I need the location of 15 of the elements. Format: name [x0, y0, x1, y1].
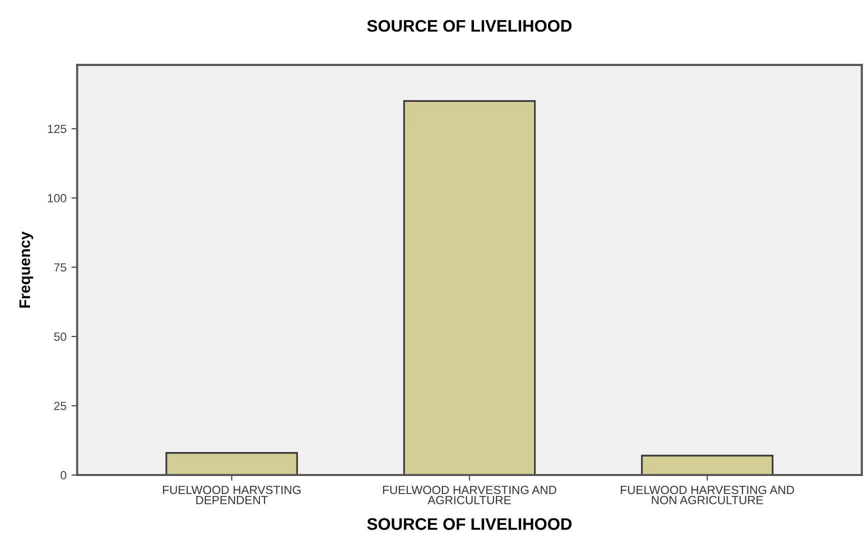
y-tick-label: 25	[54, 402, 66, 410]
y-axis-title: Frequency	[19, 231, 34, 308]
y-tick-label: 125	[48, 124, 66, 134]
bar	[403, 100, 536, 476]
y-tick-label: 100	[48, 194, 66, 202]
bar	[641, 454, 774, 476]
y-tick-label: 75	[54, 263, 66, 272]
x-axis-title: SOURCE OF LIVELIHOOD	[367, 518, 572, 530]
bar	[165, 452, 298, 476]
x-tick-label: FUELWOOD HARVSTING DEPENDENT	[163, 486, 300, 504]
x-tick-label: FUELWOOD HARVESTING AND AGRICULTURE	[383, 486, 556, 504]
y-tick-label: 0	[60, 471, 66, 480]
y-tick-label: 50	[54, 332, 66, 341]
x-tick-label: FUELWOOD HARVESTING AND NON AGRICULTURE	[620, 486, 794, 504]
chart-title: SOURCE OF LIVELIHOOD	[367, 20, 572, 32]
